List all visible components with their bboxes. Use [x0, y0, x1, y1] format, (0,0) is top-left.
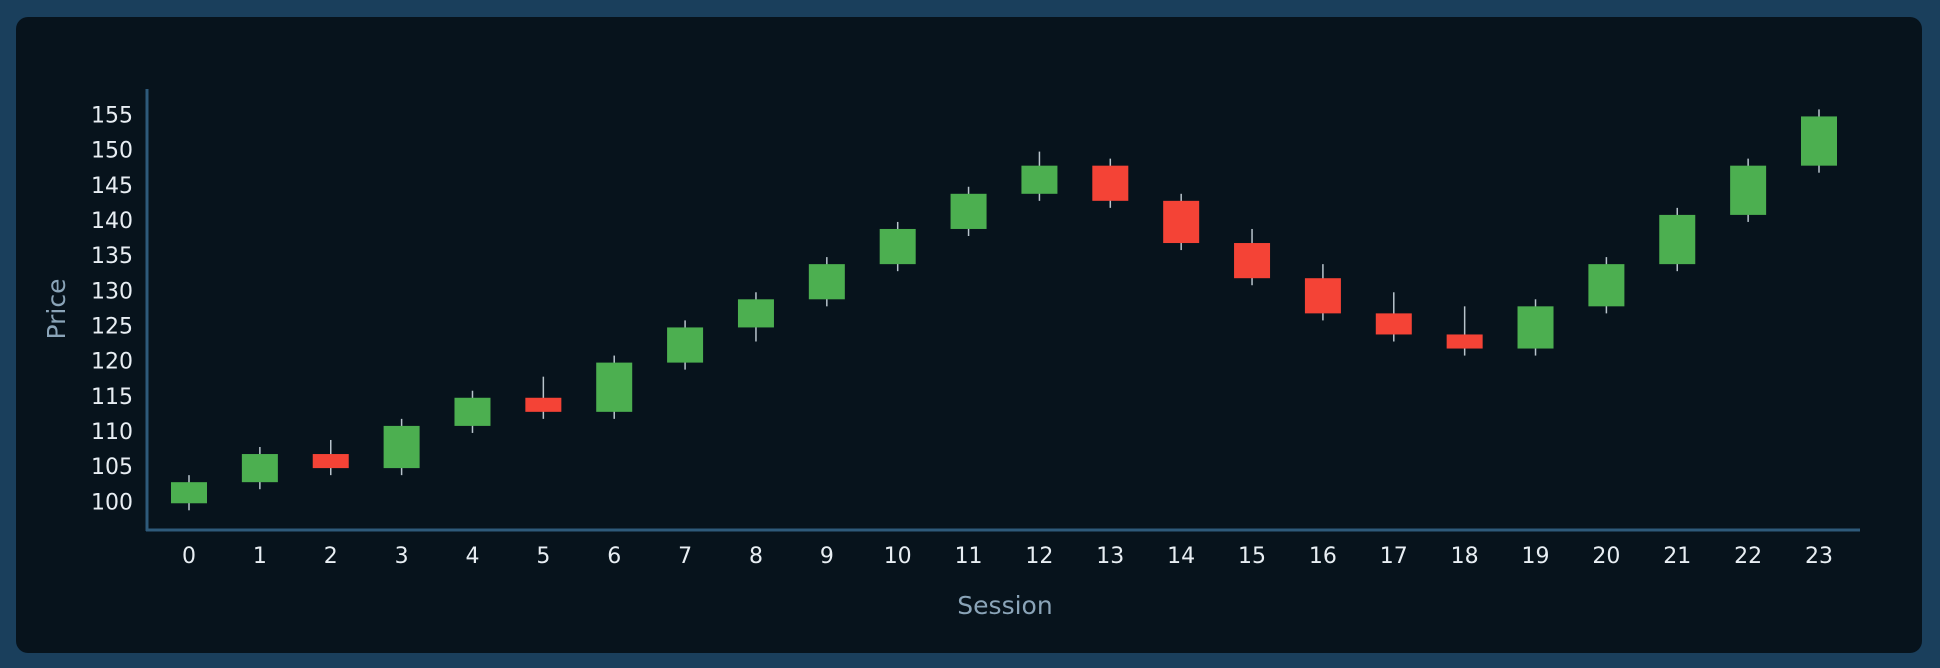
card [16, 17, 1922, 653]
candle-body [737, 299, 774, 328]
y-tick-label: 110 [91, 420, 133, 445]
y-tick-label: 150 [91, 139, 133, 164]
candle-body [241, 454, 278, 483]
x-tick-label: 21 [1663, 544, 1691, 569]
y-tick-label: 125 [91, 314, 133, 339]
candle-body [808, 264, 845, 300]
candle-body [1304, 278, 1341, 314]
x-tick-label: 3 [395, 544, 409, 569]
x-tick-label: 15 [1238, 544, 1266, 569]
candle-body [1801, 116, 1837, 166]
y-tick-label: 130 [91, 279, 133, 304]
x-tick-label: 8 [749, 544, 763, 569]
candle-body [383, 425, 420, 469]
x-tick-label: 17 [1380, 544, 1408, 569]
candle-body [950, 193, 987, 229]
y-tick-label: 115 [91, 385, 133, 410]
candle-body [1234, 243, 1271, 279]
candle-body [596, 362, 633, 412]
candle-body [879, 228, 916, 265]
x-tick-label: 14 [1167, 544, 1195, 569]
x-tick-label: 19 [1522, 544, 1550, 569]
y-tick-label: 105 [91, 455, 133, 480]
candle-body [1163, 200, 1200, 244]
x-tick-label: 11 [955, 544, 983, 569]
candle-body [1375, 313, 1412, 335]
y-tick-label: 100 [91, 490, 133, 515]
candle-body [454, 397, 491, 426]
y-tick-label: 145 [91, 174, 133, 199]
x-tick-label: 7 [678, 544, 692, 569]
x-tick-label: 23 [1805, 544, 1833, 569]
x-tick-label: 13 [1096, 544, 1124, 569]
y-tick-label: 120 [91, 350, 133, 375]
candle-body [1092, 165, 1129, 201]
candle-body [667, 327, 704, 363]
candle-body [1446, 334, 1483, 349]
candle-body [525, 397, 562, 412]
x-tick-label: 10 [884, 544, 912, 569]
x-tick-label: 18 [1451, 544, 1479, 569]
x-axis-title: Session [957, 591, 1052, 620]
candle-body [1588, 264, 1625, 307]
y-tick-label: 140 [91, 209, 133, 234]
x-tick-label: 2 [324, 544, 338, 569]
y-tick-label: 155 [91, 103, 133, 128]
x-tick-label: 22 [1734, 544, 1762, 569]
x-tick-label: 6 [607, 544, 621, 569]
candle-body [1659, 214, 1696, 265]
candle-body [171, 482, 207, 504]
candle-body [312, 454, 349, 469]
x-tick-label: 12 [1025, 544, 1053, 569]
x-tick-label: 4 [465, 544, 479, 569]
x-tick-label: 1 [253, 544, 267, 569]
x-tick-label: 9 [820, 544, 834, 569]
x-tick-label: 0 [182, 544, 196, 569]
candle-body [1517, 306, 1554, 349]
y-tick-label: 135 [91, 244, 133, 269]
x-tick-label: 5 [536, 544, 550, 569]
x-tick-label: 16 [1309, 544, 1337, 569]
x-tick-label: 20 [1592, 544, 1620, 569]
y-axis-title: Price [42, 279, 71, 340]
candle-body [1021, 165, 1058, 194]
candle-body [1730, 165, 1767, 215]
